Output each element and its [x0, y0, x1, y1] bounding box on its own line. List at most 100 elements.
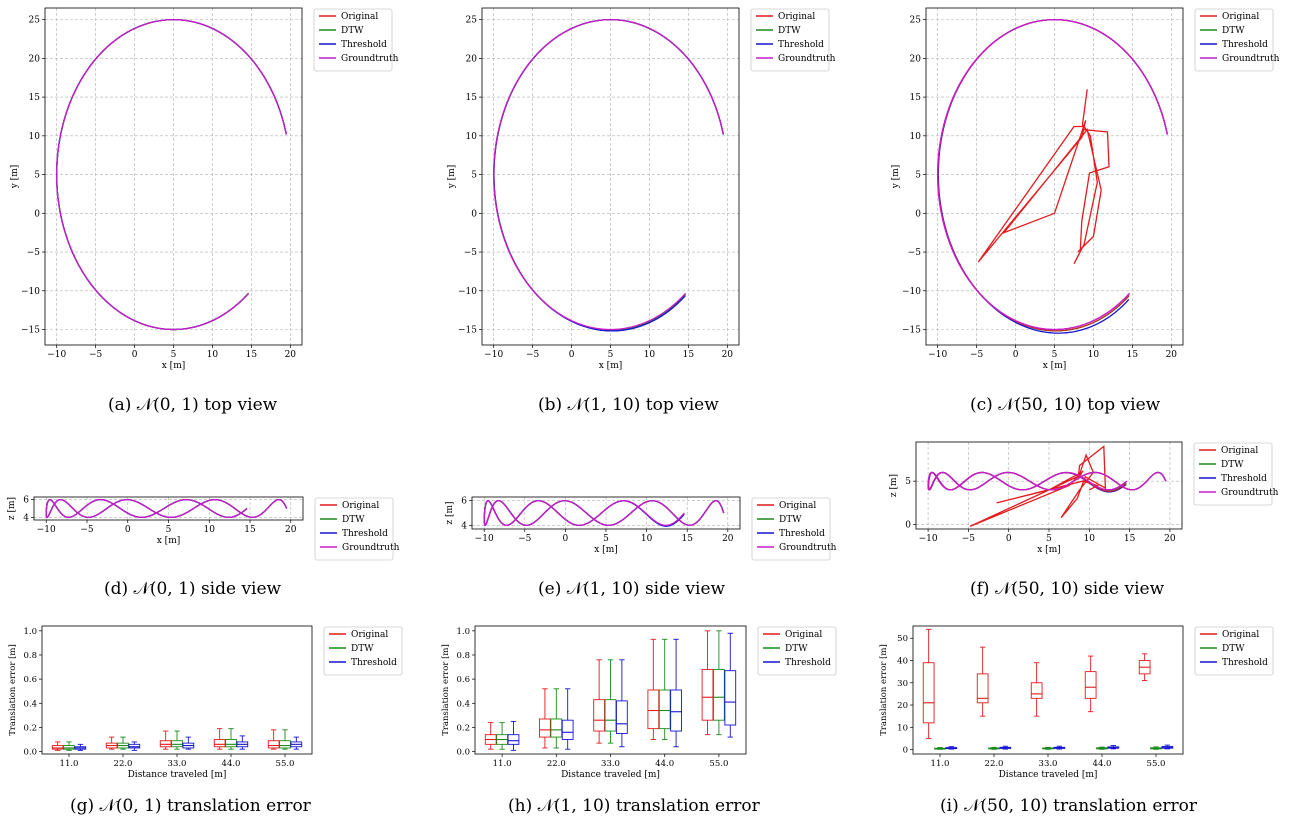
chart-a-xtick-label: −10 — [47, 350, 66, 360]
chart-e-ylabel: z [m] — [445, 501, 455, 524]
chart-g-ylabel: Translation error [m] — [8, 644, 18, 736]
chart-g-box-threshold — [182, 736, 195, 750]
chart-a-legend-label-dtw: DTW — [341, 26, 364, 36]
chart-i-ytick-label: 0 — [903, 746, 908, 756]
chart-h-box-threshold — [724, 632, 737, 738]
caption-h: (h) 𝒩(1, 10) translation error — [508, 796, 760, 816]
box-body — [922, 662, 935, 724]
chart-c-plot-area — [937, 18, 1168, 334]
chart-g-legend-label-threshold: Threshold — [351, 658, 397, 668]
chart-d-ytick-label: 6 — [23, 496, 29, 506]
chart-f-legend-label-original: Original — [1221, 446, 1258, 456]
chart-h-ytick-label: 0.2 — [456, 723, 470, 733]
box-body — [561, 719, 574, 740]
chart-e-xtick-label: 10 — [641, 534, 653, 544]
chart-f-xlabel: x [m] — [1037, 545, 1061, 555]
chart-h-legend-label-threshold: Threshold — [785, 658, 831, 668]
chart-d-plot-area — [45, 499, 288, 518]
chart-i-box-dtw — [1042, 746, 1054, 750]
box-body — [593, 699, 605, 732]
chart-f-xtick-label: 10 — [1084, 534, 1096, 544]
chart-g-box-threshold — [236, 735, 249, 750]
chart-f-frame — [915, 441, 1183, 530]
chart-c-legend-label-groundtruth: Groundtruth — [1222, 54, 1280, 64]
chart-i-box-threshold — [999, 745, 1012, 750]
chart-g-box-dtw — [279, 729, 291, 750]
chart-b-xtick-label: 0 — [569, 350, 575, 360]
caption-d: (d) 𝒩(0, 1) side view — [104, 579, 282, 599]
caption-e: (e) 𝒩(1, 10) side view — [538, 579, 726, 599]
chart-b-xlabel: x [m] — [599, 361, 623, 371]
chart-i-box-threshold — [1107, 745, 1120, 750]
chart-b-frame — [481, 7, 740, 346]
chart-i-ytick-label: 20 — [897, 701, 908, 711]
chart-e-plot-area — [483, 500, 725, 527]
chart-e-legend-label-threshold: Threshold — [779, 529, 825, 539]
chart-g-box-original — [159, 730, 172, 750]
chart-i-legend-label-dtw: DTW — [1222, 644, 1245, 654]
chart-c-ytick-label: −10 — [902, 287, 921, 297]
chart-f-series-groundtruth-top — [927, 471, 1167, 491]
chart-g-box-dtw — [225, 728, 237, 750]
chart-b-ytick-label: 0 — [471, 209, 477, 219]
chart-d-series-groundtruth — [45, 499, 288, 518]
chart-b-xtick-label: 15 — [683, 350, 695, 360]
chart-i-ylabel: Translation error [m] — [879, 644, 889, 736]
chart-i-ytick-label: 50 — [897, 634, 908, 644]
chart-i-box-dtw — [934, 747, 946, 750]
chart-i-xtick-label: 44.0 — [1093, 759, 1112, 769]
chart-f-legend-label-threshold: Threshold — [1221, 474, 1267, 484]
chart-g-ytick-label: 0.8 — [23, 651, 37, 661]
chart-g-legend-label-dtw: DTW — [351, 644, 374, 654]
chart-f-ylabel: z [m] — [889, 474, 899, 497]
chart-g-ytick-label: 0.2 — [23, 723, 37, 733]
chart-b-legend-label-threshold: Threshold — [778, 40, 824, 50]
chart-h-box-dtw — [496, 722, 508, 750]
chart-g-ytick-label: 0.0 — [23, 748, 37, 758]
chart-f-xtick-label: 15 — [1124, 534, 1136, 544]
chart-g-ytick-label: 0.4 — [23, 699, 37, 709]
chart-g-box-original — [267, 729, 280, 750]
chart-h-xlabel: Distance traveled [m] — [561, 770, 660, 780]
chart-b-ytick-label: −5 — [464, 248, 478, 258]
caption-f: (f) 𝒩(50, 10) side view — [970, 579, 1165, 599]
chart-f-legend-box — [1193, 442, 1273, 506]
chart-d-legend-label-dtw: DTW — [342, 515, 365, 525]
chart-h-legend-label-dtw: DTW — [785, 644, 808, 654]
chart-g-box-original — [213, 728, 226, 750]
chart-c-ytick-label: 5 — [915, 171, 921, 181]
box-body — [1084, 671, 1097, 699]
chart-h-xtick-label: 11.0 — [493, 759, 512, 769]
chart-i-box-original — [922, 628, 935, 739]
chart-a-ytick-label: −5 — [27, 248, 41, 258]
chart-g-box-dtw — [63, 741, 75, 751]
chart-b-xtick-label: 10 — [644, 350, 656, 360]
chart-b: −10 −5 0 5 10 15 20 −15 −10 −5 0 5 10 15 20 25 x [m] y [m… — [447, 7, 836, 371]
chart-g-box-dtw — [171, 730, 183, 750]
chart-e-ytick-label: 4 — [461, 521, 467, 531]
chart-g-legend-label-original: Original — [351, 630, 388, 640]
chart-h-xtick-label: 55.0 — [709, 759, 728, 769]
chart-b-series-groundtruth — [493, 18, 724, 331]
caption-g: (g) 𝒩(0, 1) translation error — [70, 796, 311, 816]
chart-i-legend-label-threshold: Threshold — [1222, 658, 1268, 668]
chart-h-ytick-label: 1.0 — [456, 627, 470, 637]
chart-h-box-original — [593, 659, 605, 744]
box-body — [604, 699, 617, 732]
chart-a-ytick-label: 10 — [29, 132, 41, 142]
chart-d-xlabel: x [m] — [157, 536, 181, 546]
chart-d: −10 −5 0 5 10 15 20 4 6 x [m] z [m] Original DTW Thre… — [7, 496, 400, 561]
chart-i-box-threshold — [1161, 744, 1174, 750]
chart-i-xtick-label: 33.0 — [1039, 759, 1058, 769]
chart-f-ytick-label: 5 — [905, 477, 911, 487]
chart-a-xlabel: x [m] — [162, 361, 186, 371]
chart-d-legend-box — [314, 497, 394, 561]
chart-i-box-original — [1138, 653, 1151, 681]
chart-c-series-groundtruth-top — [937, 18, 1168, 331]
chart-h-ylabel: Translation error [m] — [441, 644, 451, 736]
chart-f-ytick-label: 0 — [905, 521, 911, 531]
box-body — [701, 669, 714, 721]
chart-c-xtick-label: 5 — [1052, 350, 1058, 360]
